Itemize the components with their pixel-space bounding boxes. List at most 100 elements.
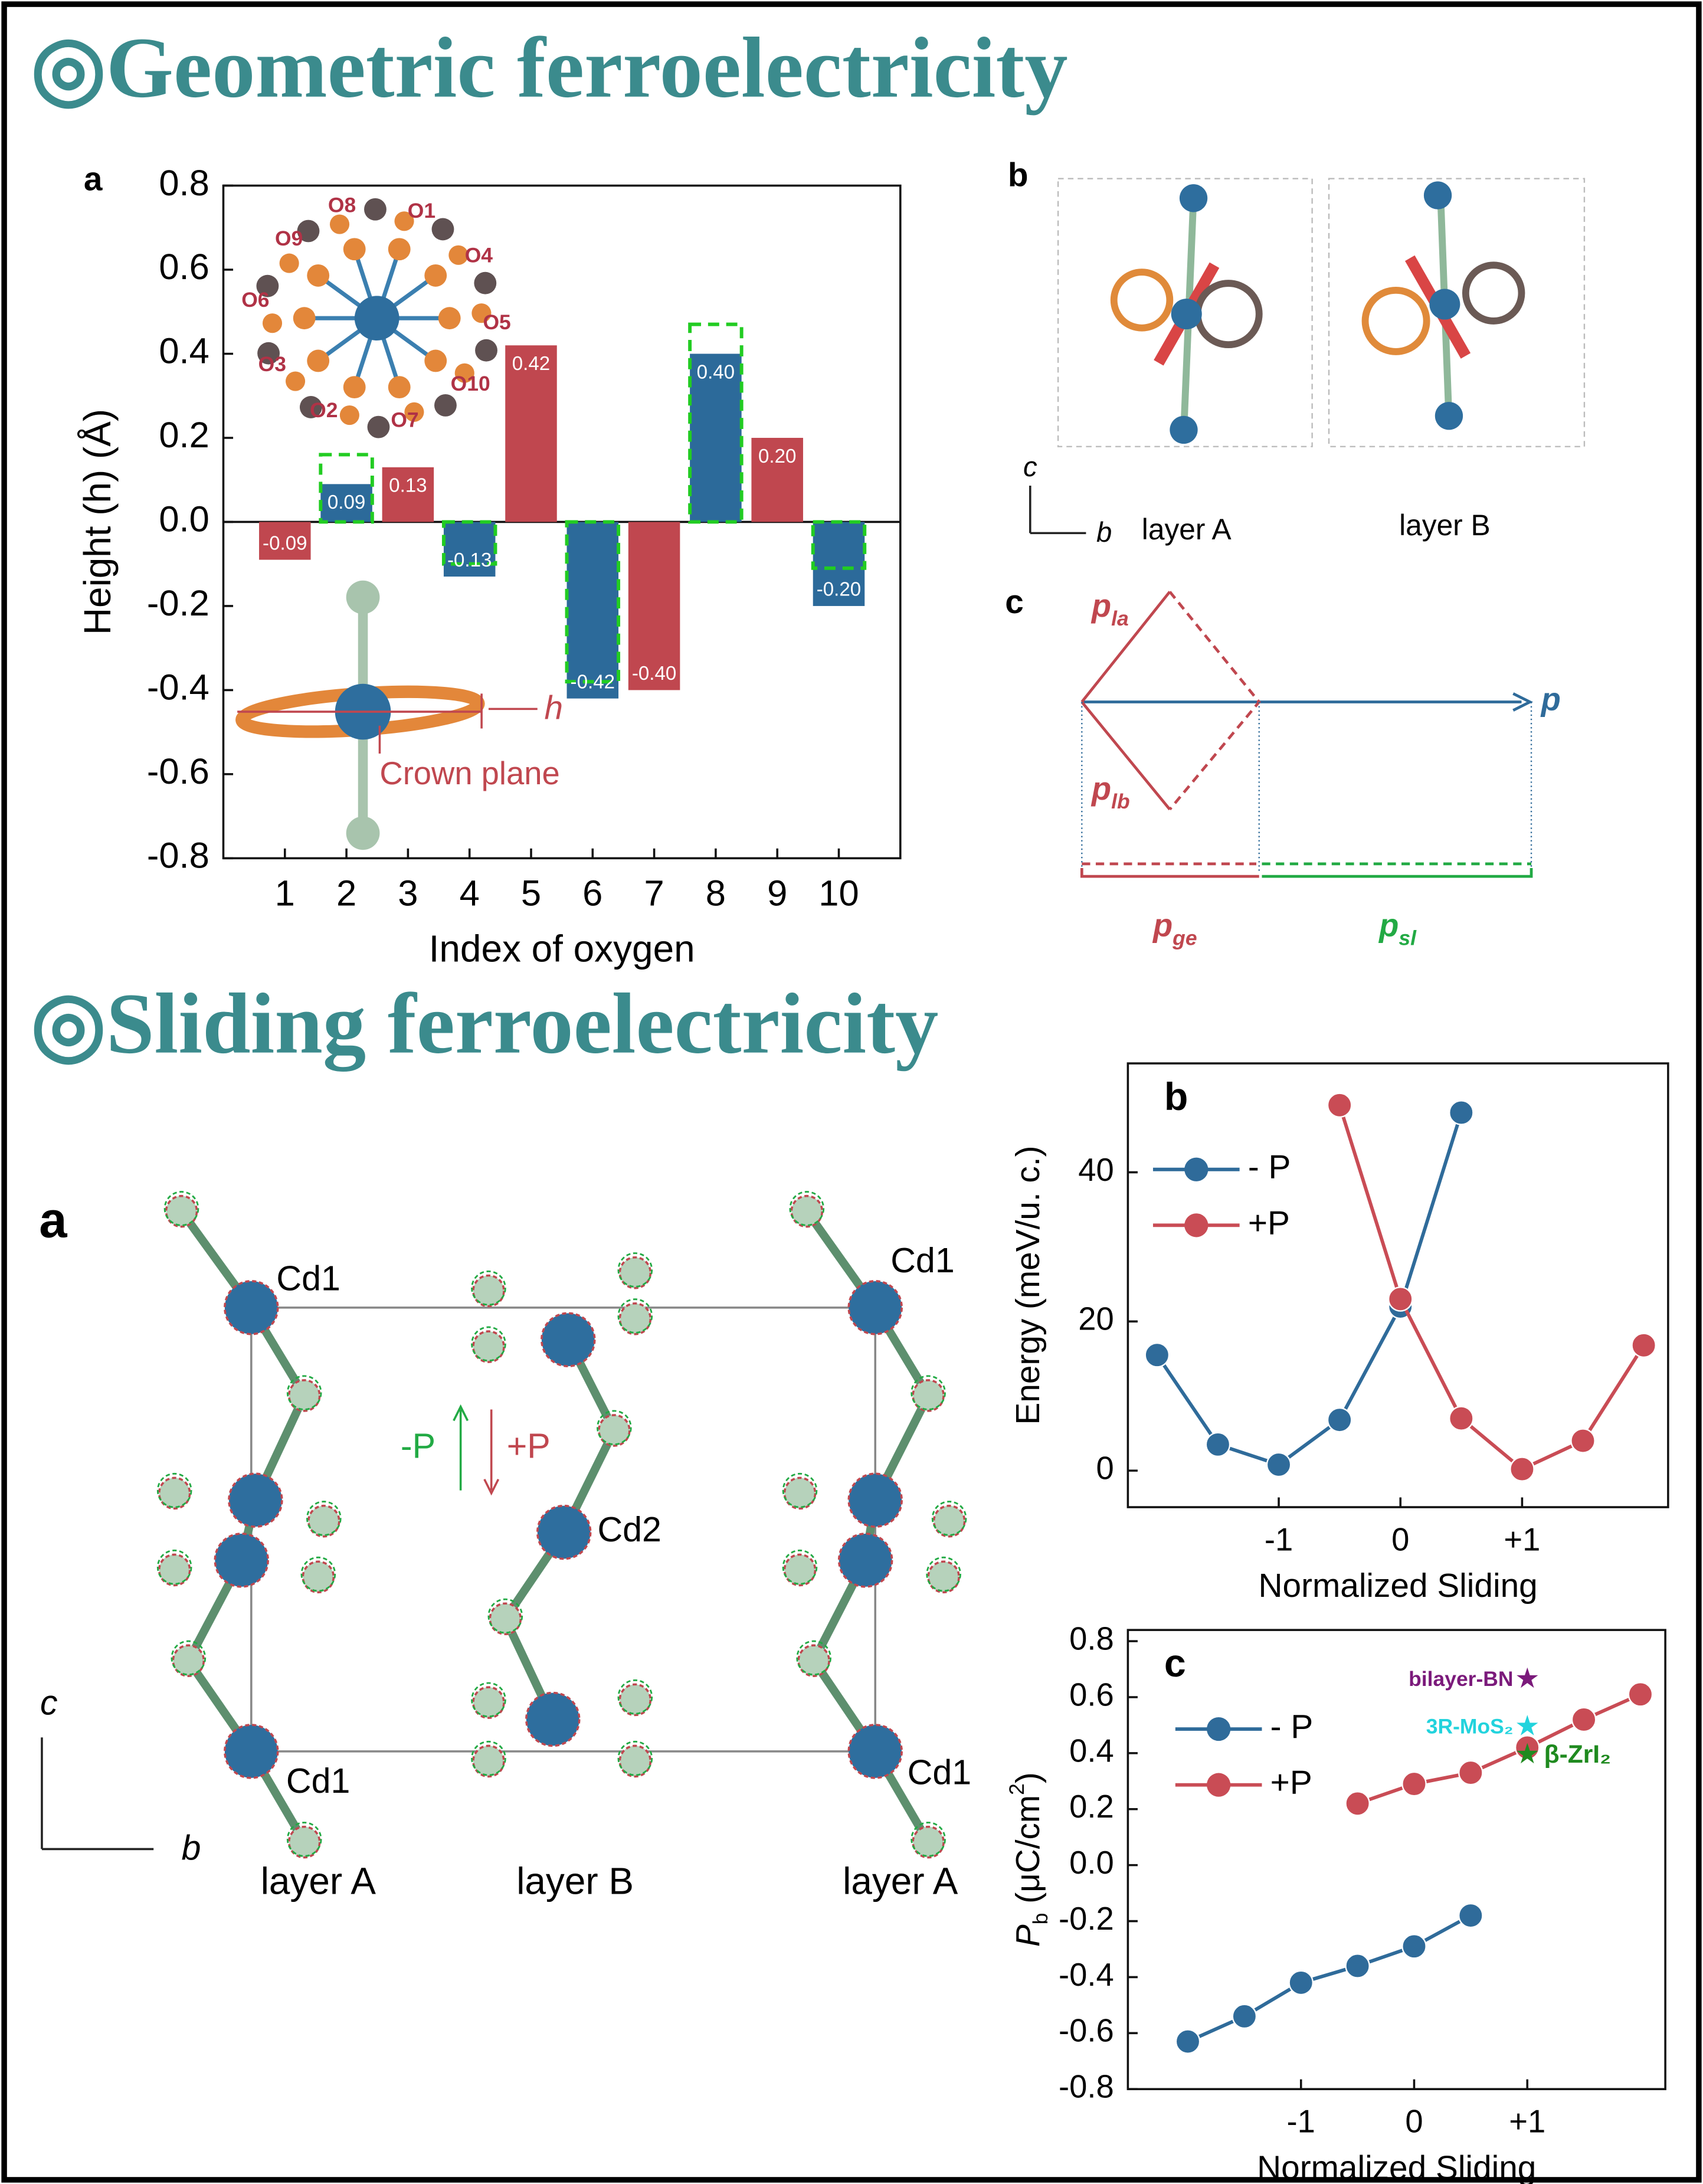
legend-label: - P (1248, 1149, 1291, 1186)
axis-label: b (1096, 517, 1112, 548)
legend-label: +P (1270, 1764, 1312, 1802)
value-label: 0.13 (389, 475, 427, 497)
heading: ◎Sliding ferroelectricity (31, 975, 938, 1072)
oxygen-label: O6 (241, 288, 269, 312)
star: ★ (1515, 1711, 1540, 1742)
vector-subscript: sl (1399, 926, 1417, 950)
y-tick-label: -0.4 (147, 667, 209, 708)
y-axis-label: Height (h) (Å) (76, 409, 119, 635)
atom (1435, 402, 1463, 430)
y-axis-label-part: (μC/cm (1010, 1795, 1047, 1913)
atom (438, 307, 461, 329)
x-tick-label: +1 (1509, 2104, 1545, 2140)
atom (474, 272, 496, 294)
atom (538, 1506, 591, 1559)
point (1346, 1954, 1370, 1977)
y-tick-label: 0.2 (159, 415, 209, 456)
vector-symbol: p (1152, 908, 1173, 944)
x-tick-label: 10 (818, 873, 859, 913)
y-tick-label: 0.4 (159, 331, 209, 372)
atom (526, 1693, 579, 1746)
y-tick-label: -0.8 (1059, 2069, 1114, 2105)
oxygen-label: O2 (310, 398, 338, 422)
vector-subscript: ge (1172, 926, 1197, 950)
atom (286, 371, 305, 391)
layer-label: layer A (1142, 513, 1232, 546)
y-tick-label: -0.6 (147, 751, 209, 792)
point (1145, 1343, 1169, 1367)
atom (542, 1313, 595, 1366)
atom (424, 264, 447, 287)
panel-label: c (1164, 1642, 1186, 1685)
point (1388, 1287, 1412, 1311)
atom (1424, 181, 1452, 209)
atom (225, 1725, 278, 1778)
x-axis-label: Normalized Sliding (1257, 2149, 1536, 2184)
oxygen-label: O10 (451, 372, 490, 395)
x-tick-label: 3 (398, 873, 418, 913)
y-tick-label: 0.6 (159, 247, 209, 287)
y-axis-label-part: ) (1010, 1772, 1047, 1783)
star-label: 3R-MoS₂ (1426, 1715, 1514, 1738)
y-tick-label: 40 (1078, 1152, 1114, 1188)
atom (343, 376, 366, 398)
y-tick-label: 0.6 (1069, 1677, 1114, 1713)
x-tick-label: 6 (582, 873, 602, 913)
x-tick-label: 0 (1391, 1522, 1409, 1558)
point (1459, 1761, 1482, 1784)
axis-label: b (182, 1828, 201, 1867)
y-tick-label: 0.0 (159, 499, 209, 540)
polarization-label: +P (507, 1426, 551, 1465)
value-label: 0.20 (758, 446, 796, 467)
y-axis-label-part: P (1010, 1924, 1047, 1947)
atom (1170, 416, 1197, 444)
legend-marker (1207, 1717, 1230, 1741)
vector-subscript: lb (1111, 790, 1130, 813)
layer-label: layer A (261, 1859, 376, 1902)
point (1206, 1433, 1230, 1456)
atom (364, 198, 387, 221)
oxygen-label: O7 (391, 408, 418, 432)
y-axis-label-part: b (1029, 1913, 1052, 1925)
point (1289, 1971, 1313, 1995)
atom-label: Cd1 (908, 1753, 971, 1792)
point (1233, 2005, 1256, 2028)
atom (346, 581, 380, 614)
oxygen-label: O3 (258, 352, 286, 376)
panel-label: b (1008, 156, 1029, 194)
atom (307, 264, 329, 287)
point (1328, 1408, 1351, 1432)
panel-label: a (84, 161, 103, 198)
vector-symbol: p (1378, 908, 1399, 944)
y-tick-label: -0.2 (147, 583, 209, 624)
atom (1171, 299, 1202, 329)
vector-label: p (1540, 682, 1561, 718)
value-label: -0.42 (571, 671, 615, 693)
vector-symbol: p (1540, 682, 1561, 718)
point (1346, 1792, 1370, 1815)
legend-marker (1184, 1158, 1208, 1181)
atom (293, 307, 316, 329)
atom (215, 1534, 268, 1587)
atom-label: Cd1 (286, 1761, 350, 1800)
y-axis-label: Energy (meV/u. c.) (1010, 1146, 1047, 1425)
polarization-label: -P (401, 1426, 435, 1465)
y-tick-label: 20 (1078, 1301, 1114, 1337)
legend-label: +P (1248, 1204, 1290, 1242)
height-label: h (545, 690, 564, 727)
point (1402, 1934, 1426, 1958)
value-label: 0.42 (512, 353, 550, 375)
y-tick-label: 0 (1096, 1450, 1114, 1486)
legend-marker (1207, 1773, 1230, 1797)
atom (280, 254, 299, 273)
atom (475, 339, 497, 362)
y-tick-label: -0.2 (1059, 1901, 1114, 1937)
atom (263, 313, 282, 333)
point (1176, 2029, 1200, 2053)
y-axis-label-part: 2 (1005, 1783, 1029, 1795)
atom (330, 215, 349, 234)
layer-label: layer B (1399, 509, 1491, 542)
heading: ◎Geometric ferroelectricity (31, 19, 1068, 116)
point (1572, 1708, 1596, 1731)
star: ★ (1515, 1738, 1540, 1770)
